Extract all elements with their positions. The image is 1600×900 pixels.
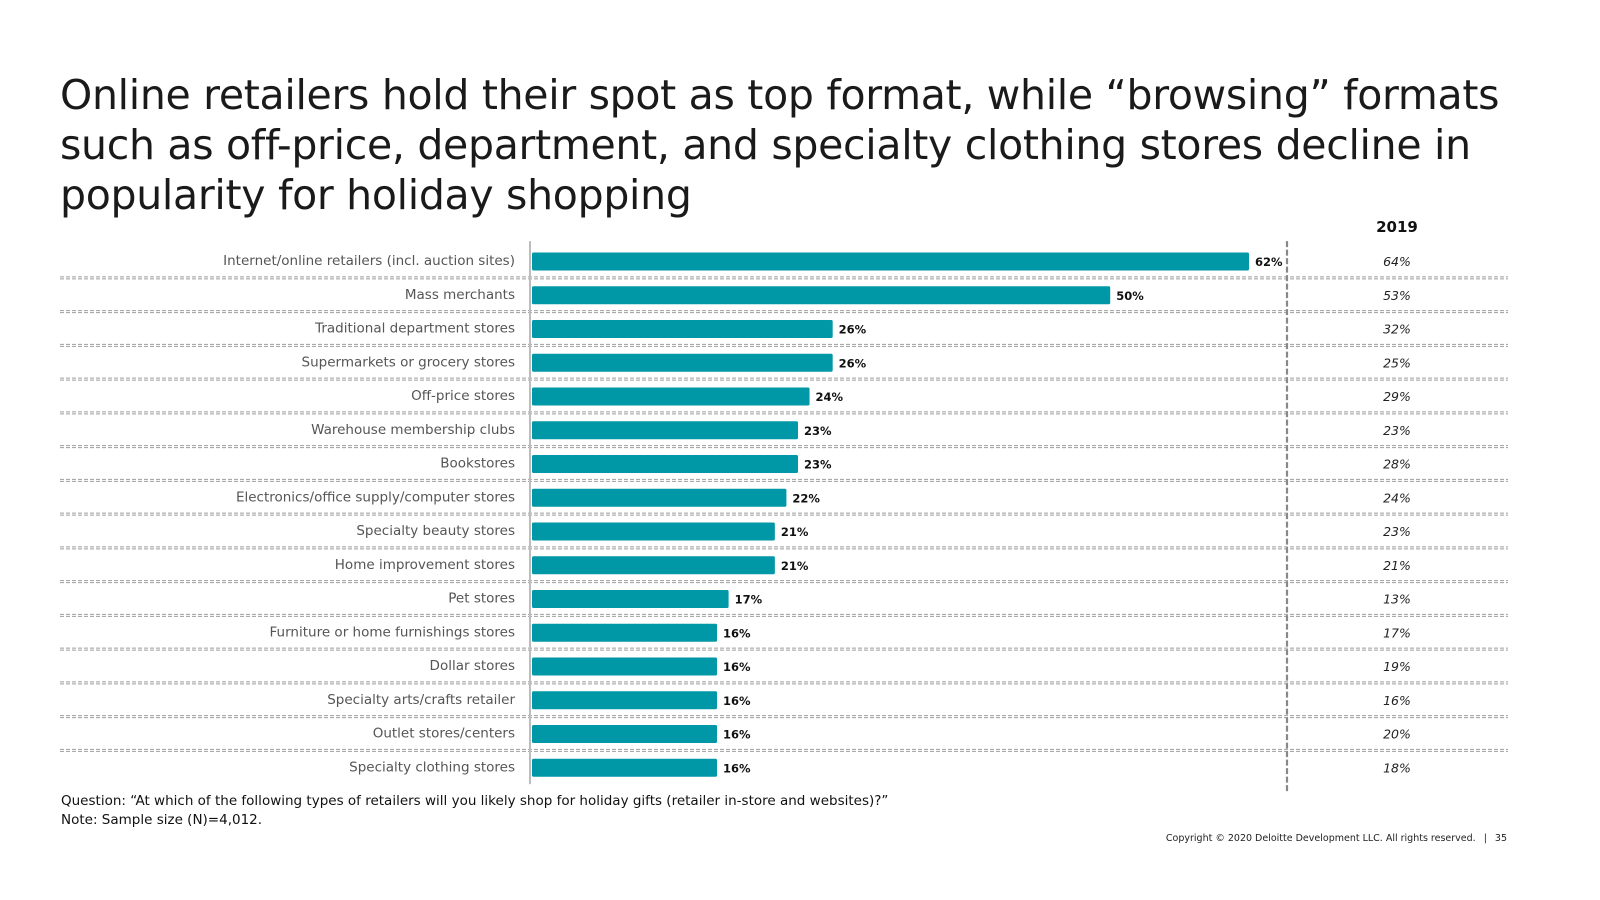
comparison-header: 2019 (1376, 218, 1418, 236)
category-label: Supermarkets or grocery stores (302, 354, 515, 370)
category-label: Specialty beauty stores (356, 523, 515, 539)
bar (532, 320, 833, 338)
bar-value-label: 17% (735, 593, 763, 607)
bar (532, 657, 718, 676)
comparison-value: 20% (1383, 727, 1411, 742)
category-label: Traditional department stores (314, 321, 515, 337)
bar-value-label: 16% (723, 728, 751, 742)
comparison-value: 13% (1383, 592, 1411, 607)
category-label: Home improvement stores (335, 557, 515, 573)
comparison-value: 19% (1383, 659, 1411, 674)
category-label: Electronics/office supply/computer store… (236, 489, 515, 505)
category-label: Warehouse membership clubs (311, 422, 515, 438)
page-number: 35 (1494, 833, 1507, 844)
bar (532, 623, 718, 642)
bar (532, 691, 718, 710)
bar (532, 758, 718, 777)
bar (532, 725, 718, 743)
comparison-value: 21% (1383, 558, 1411, 573)
bar (532, 252, 1249, 271)
bar-value-label: 24% (816, 390, 844, 404)
category-label: Internet/online retailers (incl. auction… (223, 253, 515, 269)
bar-value-label: 16% (723, 626, 751, 640)
category-label: Off-price stores (411, 388, 515, 404)
bar (532, 421, 798, 440)
category-label: Furniture or home furnishings stores (270, 624, 515, 640)
bar-value-label: 26% (839, 323, 867, 337)
bar (532, 455, 798, 473)
comparison-value: 32% (1383, 322, 1411, 337)
footer-separator: | (1483, 833, 1487, 844)
bar-value-label: 23% (804, 424, 832, 438)
copyright-text: Copyright © 2020 Deloitte Development LL… (1165, 833, 1476, 844)
comparison-value: 28% (1383, 457, 1411, 472)
comparison-value: 16% (1383, 693, 1411, 708)
bar-value-label: 22% (792, 491, 820, 505)
note-text: Note: Sample size (N)=4,012. (61, 812, 263, 828)
comparison-value: 24% (1383, 490, 1411, 505)
bar-value-label: 21% (781, 559, 809, 573)
comparison-value: 29% (1383, 389, 1411, 404)
bar-value-label: 26% (839, 356, 867, 370)
bar-value-label: 50% (1116, 289, 1144, 303)
footnotes: Question: “At which of the following typ… (61, 792, 888, 830)
bar (532, 522, 775, 541)
slide-title: Online retailers hold their spot as top … (60, 71, 1500, 219)
category-label: Bookstores (440, 456, 515, 472)
bar (532, 590, 729, 608)
comparison-value: 17% (1383, 625, 1411, 640)
bar-value-label: 23% (804, 458, 832, 472)
comparison-value: 64% (1383, 254, 1411, 269)
category-label: Mass merchants (405, 287, 515, 303)
comparison-value: 53% (1383, 288, 1411, 303)
category-label: Specialty clothing stores (349, 759, 515, 775)
category-label: Pet stores (448, 591, 515, 607)
bar-value-label: 16% (723, 761, 751, 775)
bar-value-label: 16% (723, 660, 751, 674)
bar (532, 556, 775, 575)
bar (532, 353, 833, 372)
category-label: Outlet stores/centers (373, 726, 515, 742)
bar-value-label: 21% (781, 525, 809, 539)
bar-value-label: 62% (1255, 255, 1283, 269)
category-label: Specialty arts/crafts retailer (327, 692, 515, 708)
question-text: Question: “At which of the following typ… (61, 793, 889, 809)
bar (532, 286, 1111, 305)
category-label: Dollar stores (430, 658, 515, 674)
comparison-value: 23% (1383, 524, 1411, 539)
comparison-value: 25% (1383, 355, 1411, 370)
comparison-value: 23% (1383, 423, 1411, 438)
comparison-value: 18% (1383, 760, 1411, 775)
footer: Copyright © 2020 Deloitte Development LL… (1166, 833, 1507, 844)
bar (532, 488, 787, 507)
bar (532, 387, 810, 406)
bar-value-label: 16% (723, 694, 751, 708)
